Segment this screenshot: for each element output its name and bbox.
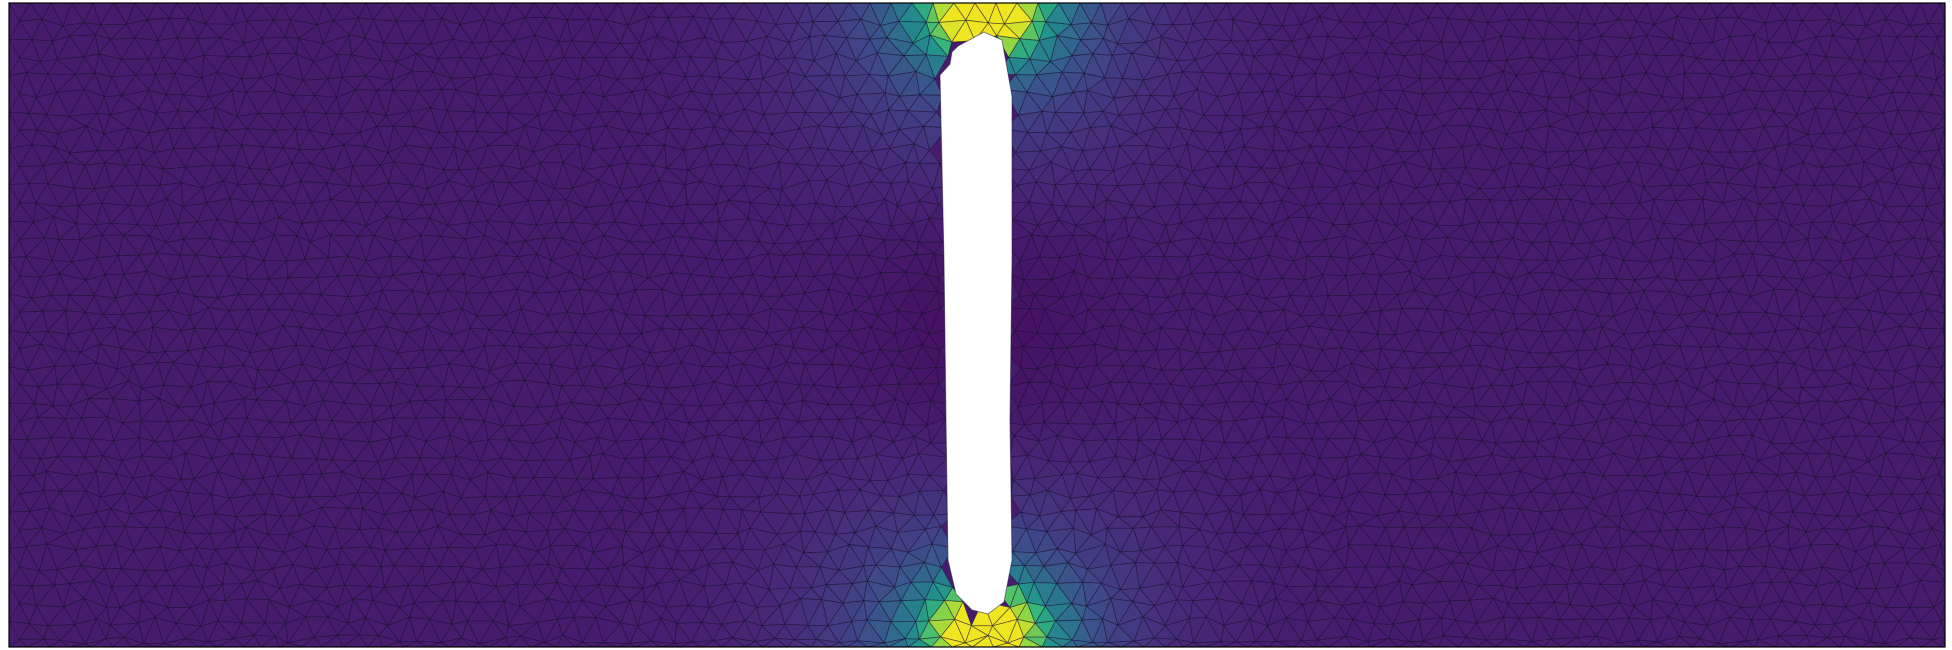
mesh-triangle [928, 34, 953, 58]
mesh-elements [7, 1, 1946, 648]
mesh-triangle [950, 19, 976, 43]
